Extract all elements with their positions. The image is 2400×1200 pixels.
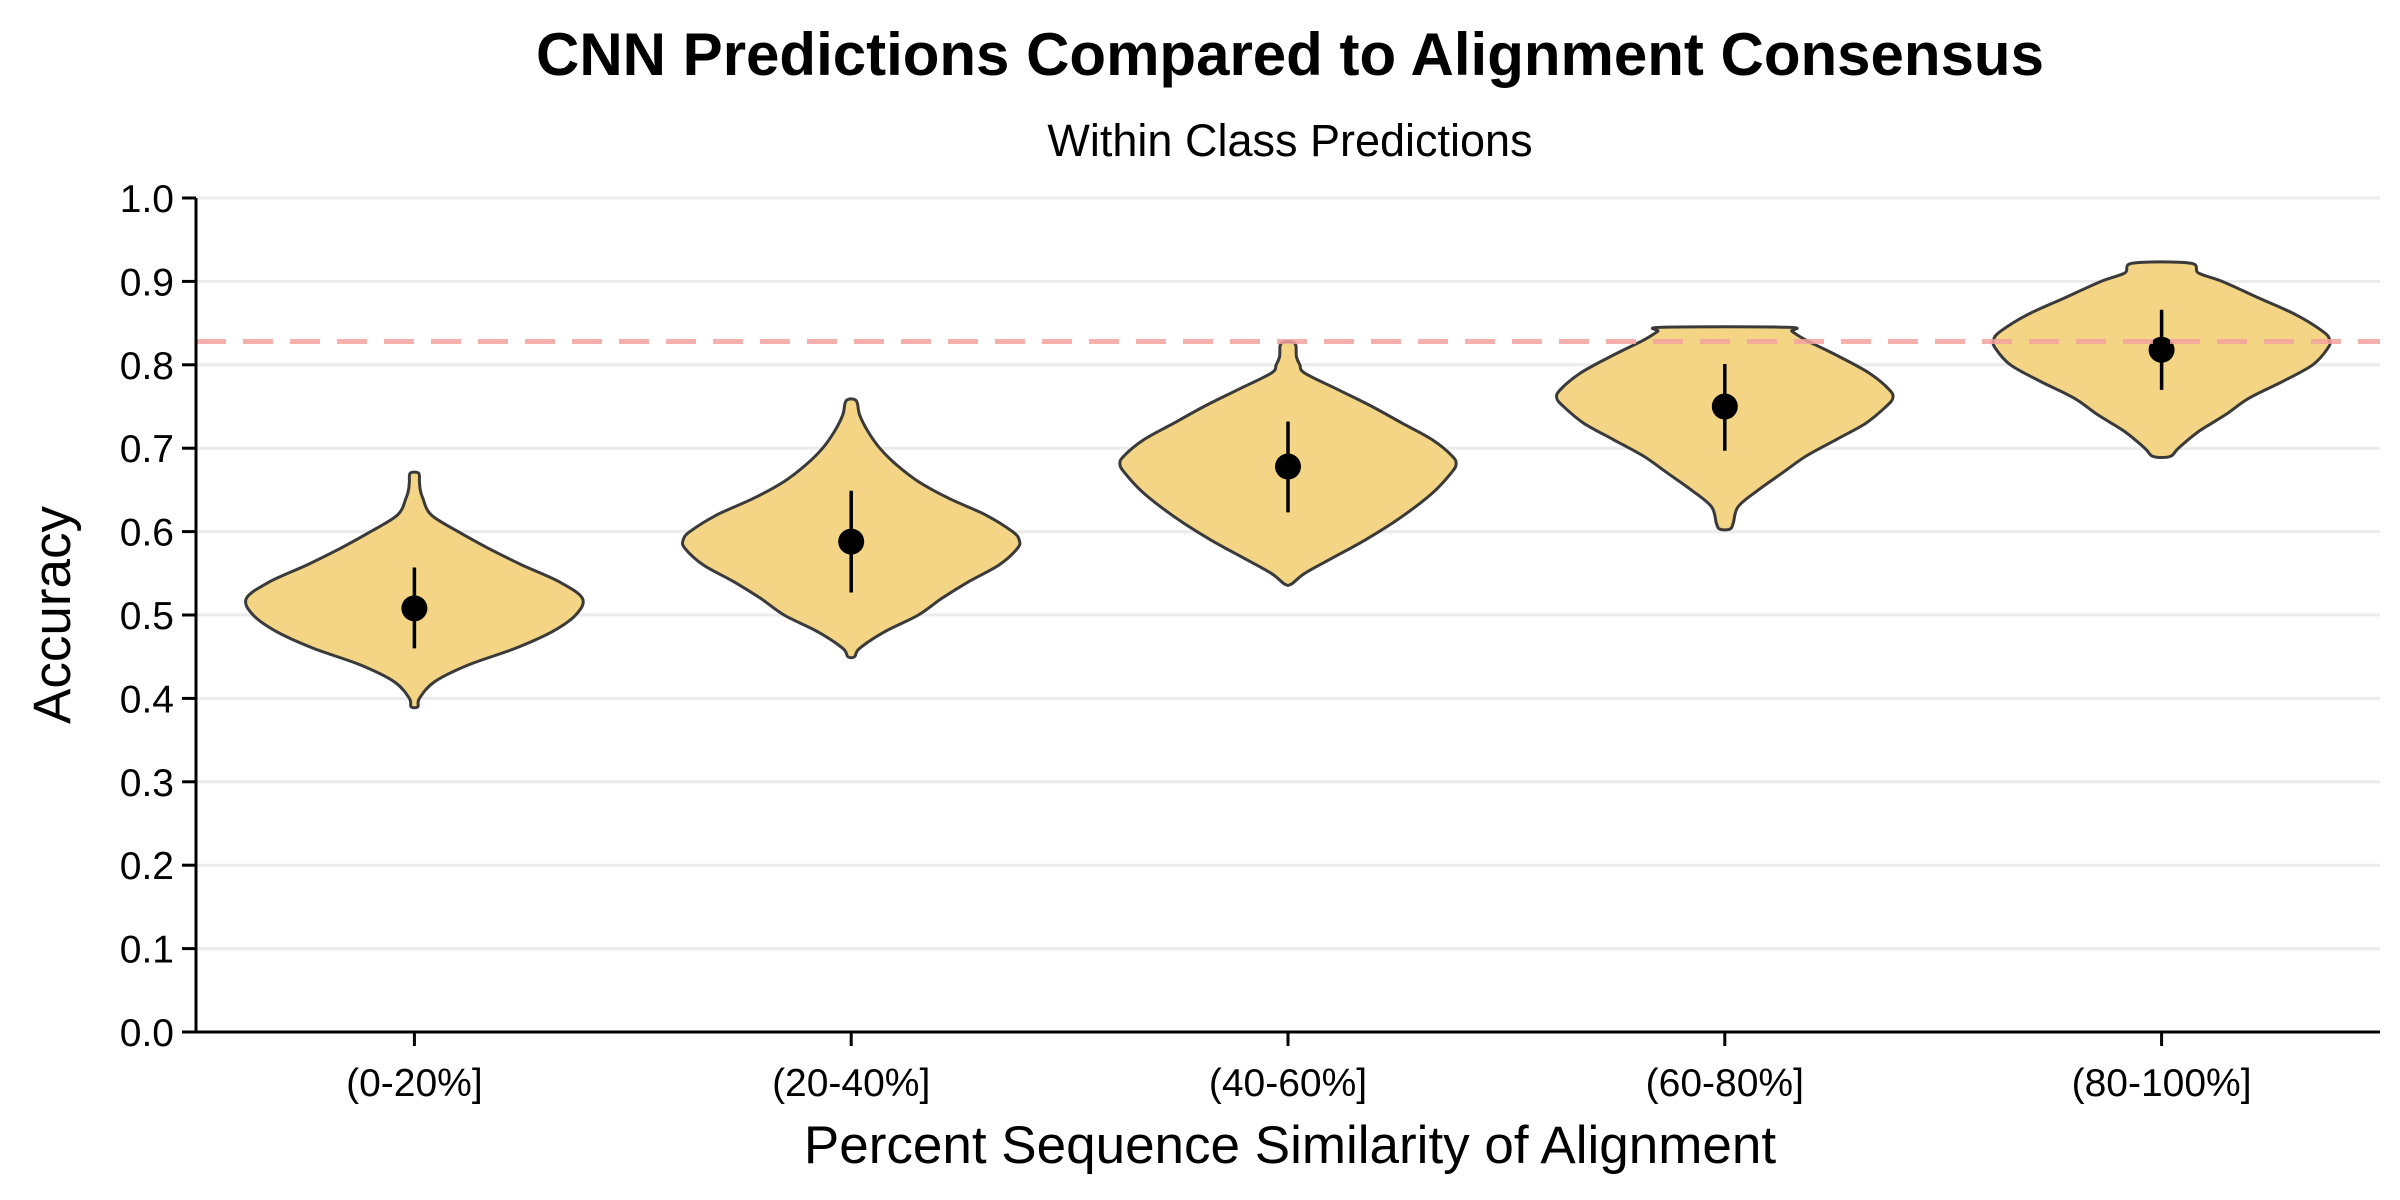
mean-point-2 [1275,453,1301,480]
mean-point-1 [838,528,865,555]
y-tick-label-6: 0.6 [120,512,174,555]
y-tick-label-10: 1.0 [120,178,174,221]
y-tick-label-5: 0.5 [120,595,174,638]
mean-point-3 [1711,393,1738,420]
y-tick-label-7: 0.7 [120,428,174,471]
y-tick-label-0: 0.0 [120,1012,174,1055]
x-tick-label-4: (80-100%] [2072,1062,2252,1105]
y-tick-label-4: 0.4 [120,678,174,721]
x-tick-label-1: (20-40%] [772,1062,930,1105]
x-tick-label-3: (60-80%] [1646,1062,1804,1105]
x-axis-label: Percent Sequence Similarity of Alignment [804,1116,1776,1175]
axes: 0.0 0.1 0.2 0.3 0.4 0.5 0.6 0.7 0.8 0.9 1.0 (0-20%]… [120,178,2380,1105]
x-tick-label-2: (40-60%] [1209,1062,1367,1105]
y-tick-label-3: 0.3 [120,762,174,805]
y-tick-label-1: 0.1 [120,929,174,972]
y-tick-label-9: 0.9 [120,261,174,304]
chart-title: CNN Predictions Compared to Alignment Co… [536,21,2044,88]
y-tick-label-2: 0.2 [120,845,174,888]
violins [244,260,2332,710]
mean-point-0 [401,595,428,622]
x-tick-label-0: (0-20%] [346,1062,483,1105]
y-tick-label-8: 0.8 [120,345,174,388]
chart-subtitle: Within Class Predictions [1047,115,1532,166]
mean-point-4 [2148,336,2175,363]
y-axis-label: Accuracy [23,506,82,724]
